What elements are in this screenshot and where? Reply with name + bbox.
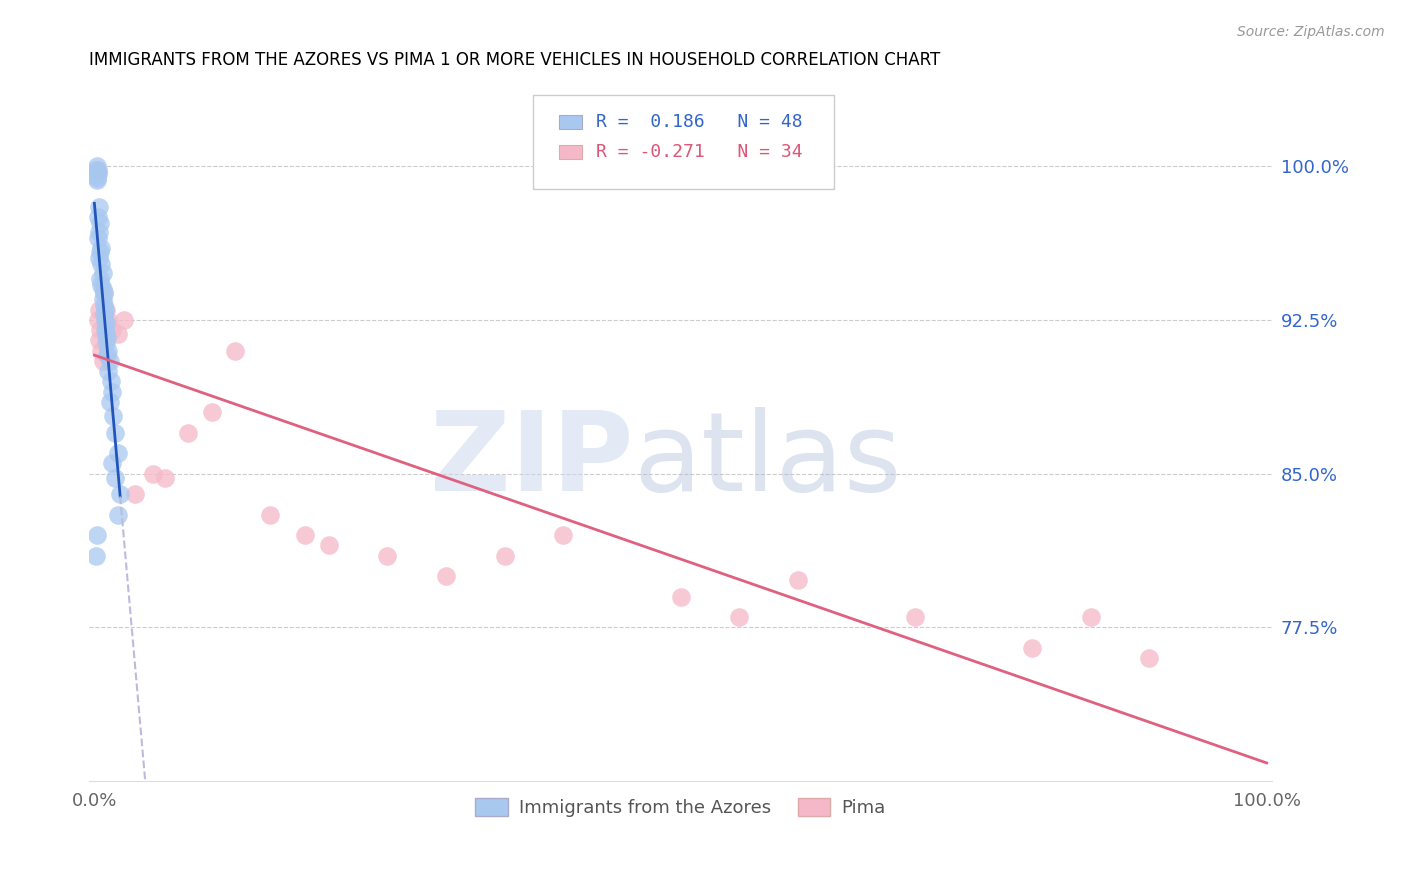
Point [87, 313, 110, 327]
Point [100, 374, 122, 388]
FancyBboxPatch shape [533, 95, 834, 188]
Point [93, 307, 115, 321]
Point [107, 508, 129, 522]
Point [101, 323, 124, 337]
Point [96, 348, 118, 362]
Point [97, 313, 120, 327]
Point [89, 323, 111, 337]
Point [728, 610, 751, 624]
FancyBboxPatch shape [558, 145, 582, 159]
Point [89, 217, 111, 231]
Point [86, 165, 108, 179]
Point [94, 313, 117, 327]
Point [91, 354, 114, 368]
Point [90, 277, 112, 292]
Point [153, 470, 176, 484]
Point [224, 343, 246, 358]
Point [107, 446, 129, 460]
Point [93, 286, 115, 301]
Point [318, 538, 340, 552]
Point [669, 590, 692, 604]
Point [86, 163, 108, 178]
Point [90, 343, 112, 358]
Point [86, 159, 108, 173]
Point [90, 258, 112, 272]
Point [108, 487, 131, 501]
Point [434, 569, 457, 583]
Point [86, 173, 108, 187]
Point [94, 335, 117, 350]
Point [89, 245, 111, 260]
Point [87, 302, 110, 317]
Point [1021, 640, 1043, 655]
Point [98, 394, 121, 409]
Point [94, 327, 117, 342]
Point [377, 549, 399, 563]
Point [1137, 651, 1160, 665]
Point [101, 384, 124, 399]
Point [94, 323, 117, 337]
Point [1080, 610, 1102, 624]
Point [84, 549, 107, 563]
Text: atlas: atlas [633, 407, 901, 514]
Point [91, 293, 114, 307]
Point [87, 334, 110, 348]
Point [259, 508, 281, 522]
Point [104, 425, 127, 440]
Point [87, 165, 110, 179]
Point [94, 302, 117, 317]
Text: Source: ZipAtlas.com: Source: ZipAtlas.com [1237, 25, 1385, 39]
Point [142, 467, 165, 481]
Point [97, 364, 120, 378]
Point [904, 610, 927, 624]
Point [107, 327, 129, 342]
Point [86, 171, 108, 186]
Point [87, 231, 110, 245]
Point [89, 272, 111, 286]
Point [93, 286, 115, 301]
Point [87, 163, 110, 178]
Point [93, 298, 115, 312]
Text: R = -0.271   N = 34: R = -0.271 N = 34 [596, 143, 803, 161]
FancyBboxPatch shape [558, 115, 582, 129]
Point [494, 549, 516, 563]
Point [104, 470, 127, 484]
Point [87, 167, 110, 181]
Point [91, 282, 114, 296]
Text: ZIP: ZIP [430, 407, 633, 514]
Point [786, 573, 808, 587]
Point [201, 405, 224, 419]
Point [96, 331, 118, 345]
Point [94, 317, 117, 331]
Point [97, 343, 120, 358]
Point [124, 487, 146, 501]
Point [98, 354, 121, 368]
Point [94, 302, 117, 317]
Point [112, 313, 135, 327]
Text: R =  0.186   N = 48: R = 0.186 N = 48 [596, 113, 803, 131]
Point [553, 528, 575, 542]
Point [87, 211, 110, 225]
Point [91, 266, 114, 280]
Text: IMMIGRANTS FROM THE AZORES VS PIMA 1 OR MORE VEHICLES IN HOUSEHOLD CORRELATION C: IMMIGRANTS FROM THE AZORES VS PIMA 1 OR … [89, 51, 939, 69]
Point [87, 252, 110, 266]
Point [87, 200, 110, 214]
Point [90, 241, 112, 255]
Point [87, 225, 110, 239]
Point [294, 528, 316, 542]
Point [177, 425, 200, 440]
Legend: Immigrants from the Azores, Pima: Immigrants from the Azores, Pima [468, 790, 893, 824]
Point [101, 409, 124, 424]
Point [84, 163, 107, 178]
Point [84, 169, 107, 184]
Point [101, 456, 124, 470]
Point [86, 528, 108, 542]
